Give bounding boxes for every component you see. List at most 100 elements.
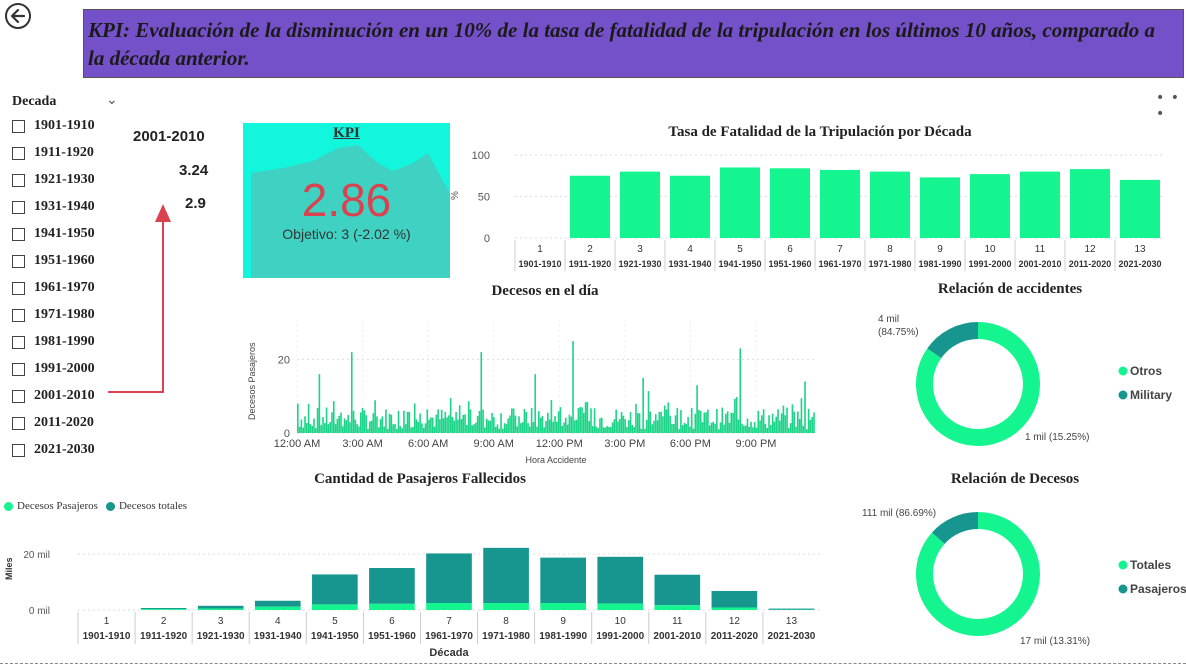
checkbox[interactable]: [12, 281, 25, 295]
checkbox[interactable]: [12, 119, 25, 133]
slicer-item-2001-2010[interactable]: 2001-2010: [12, 386, 95, 406]
area-segment: [599, 418, 601, 433]
area-segment: [403, 410, 405, 433]
area-segment: [775, 416, 778, 433]
slicer-item-1971-1980[interactable]: 1971-1980: [12, 305, 95, 325]
area-segment: [334, 424, 337, 433]
area-segment: [525, 411, 528, 433]
y-tick-label: 100: [472, 150, 490, 162]
tasa-fatalidad-chart[interactable]: % 0 50 100 1 1901-1910 2 1911-1920 3 1921-1930 4 19…: [450, 145, 1180, 275]
checkbox[interactable]: [12, 416, 25, 430]
slicer-item-1921-1930[interactable]: 1921-1930: [12, 170, 95, 190]
slicer-item-2011-2020[interactable]: 2011-2020: [12, 413, 94, 433]
area-segment: [557, 411, 560, 433]
area-segment: [561, 425, 564, 433]
area-segment: [406, 411, 409, 433]
checkbox[interactable]: [12, 389, 25, 403]
area-segment: [667, 402, 670, 433]
area-segment: [377, 427, 380, 433]
checkbox[interactable]: [12, 308, 25, 322]
checkbox[interactable]: [12, 146, 25, 160]
area-segment: [615, 409, 617, 433]
chart-title-accidentes: Relación de accidentes: [937, 281, 1083, 297]
area-segment: [494, 427, 497, 433]
decesos-dia-chart[interactable]: Decesos Pasajeros 0 20 12:00 AM 3:00 AM 6:00 …: [245, 300, 825, 470]
checkbox[interactable]: [12, 173, 25, 187]
slicer-item-1911-1920[interactable]: 1911-1920: [12, 143, 94, 163]
donut-slice: [931, 512, 978, 544]
area-segment: [417, 421, 420, 433]
area-segment: [777, 409, 779, 433]
slicer-item-1981-1990[interactable]: 1981-1990: [12, 332, 95, 352]
area-segment: [780, 413, 783, 433]
area-segment: [385, 409, 387, 433]
y-tick-label: 0: [284, 428, 290, 440]
area-segment: [752, 427, 754, 433]
area-segment: [586, 401, 589, 433]
area-segment: [530, 408, 533, 433]
slicer-item-1941-1950[interactable]: 1941-1950: [12, 224, 95, 244]
checkbox[interactable]: [12, 227, 25, 241]
relacion-decesos-chart[interactable]: 111 mil (86.69%) 17 mil (13.31%) Totales Pa…: [840, 492, 1186, 652]
back-button[interactable]: [4, 2, 32, 30]
checkbox[interactable]: [12, 200, 25, 214]
x-tick-label: 6:00 PM: [670, 438, 711, 450]
checkbox[interactable]: [12, 362, 25, 376]
area-segment: [653, 420, 655, 433]
area-segment: [511, 408, 513, 433]
checkbox[interactable]: [12, 443, 25, 457]
y-tick-label: 50: [478, 192, 490, 204]
slicer-item-2021-2030[interactable]: 2021-2030: [12, 440, 95, 460]
area-segment: [737, 419, 740, 433]
kpi-trend-area: [251, 145, 450, 278]
area-segment: [813, 412, 815, 433]
slicer-item-1931-1940[interactable]: 1931-1940: [12, 197, 95, 217]
area-segment: [572, 341, 574, 433]
area-segment: [514, 415, 517, 433]
data-label: 111 mil (86.69%): [862, 508, 936, 519]
relacion-accidentes-chart[interactable]: 4 mil (84.75%) 1 mil (15.25%) Otros Military: [840, 300, 1186, 465]
area-segment: [491, 412, 493, 433]
x-tick-label: 4: [687, 244, 693, 255]
area-segment: [462, 414, 465, 433]
selected-value-current: 3.24: [179, 162, 209, 179]
area-segment: [782, 405, 785, 433]
area-segment: [779, 420, 781, 433]
area-segment: [498, 428, 501, 433]
legend-label: Decesos Pasajeros: [17, 500, 98, 512]
chevron-down-icon[interactable]: ⌄: [106, 92, 118, 108]
chart-title-tasa: Tasa de Fatalidad de la Tripulación por …: [668, 124, 972, 140]
area-segment: [629, 412, 632, 433]
x-tick-sublabel: 1981-1990: [539, 631, 587, 642]
x-tick-label: 9: [560, 616, 566, 627]
legend-label: Military: [1130, 388, 1172, 402]
slicer-item-label: 1991-2000: [34, 361, 95, 376]
page-title: KPI: Evaluación de la disminución en un …: [88, 18, 1156, 70]
x-tick-sublabel: 1971-1980: [482, 631, 530, 642]
area-segment: [421, 423, 423, 433]
x-tick-label: 9:00 PM: [736, 438, 777, 450]
area-segment: [678, 429, 680, 433]
area-segment: [386, 428, 389, 433]
slicer-item-1951-1960[interactable]: 1951-1960: [12, 251, 95, 271]
slicer-item-1901-1910[interactable]: 1901-1910: [12, 116, 95, 136]
x-tick-label: 9: [937, 244, 943, 255]
bar-pasajeros: [483, 603, 529, 610]
area-segment: [523, 409, 526, 433]
checkbox[interactable]: [12, 335, 25, 349]
slicer-item-label: 2011-2020: [34, 415, 94, 430]
area-segment: [327, 424, 330, 433]
x-tick-sublabel: 1901-1910: [518, 259, 561, 269]
kpi-card[interactable]: KPI 2.86 Objetivo: 3 (-2.02 %): [243, 123, 450, 278]
x-tick-label: 3:00 PM: [604, 438, 645, 450]
checkbox[interactable]: [12, 254, 25, 268]
bar-totales: [254, 600, 301, 607]
slicer-item-1991-2000[interactable]: 1991-2000: [12, 359, 95, 379]
slicer-item-1961-1970[interactable]: 1961-1970: [12, 278, 95, 298]
x-tick-sublabel: 1951-1960: [368, 631, 416, 642]
x-tick-label: 7: [837, 244, 843, 255]
area-segment: [455, 412, 457, 433]
pasajeros-fallecidos-chart[interactable]: Miles 0 mil 20 mil 1 1901-1910 2 1911-1920 3 192…: [0, 540, 840, 662]
area-segment: [545, 420, 547, 433]
more-options-icon[interactable]: • • •: [1156, 90, 1180, 122]
